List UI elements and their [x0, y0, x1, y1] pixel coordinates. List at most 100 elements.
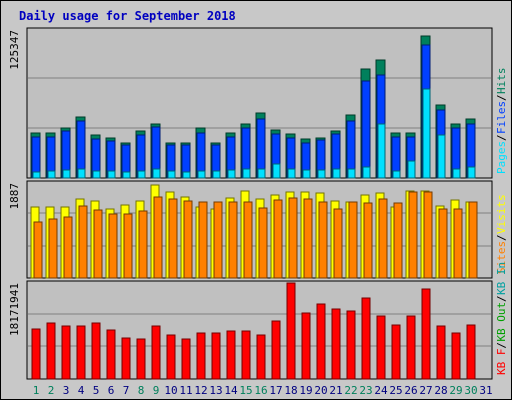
bar-sites-day-1 — [33, 221, 43, 279]
bar-kb-f-day-1 — [31, 328, 41, 380]
bar-sites-day-22 — [348, 201, 358, 279]
bar-kb-f-day-19 — [301, 312, 311, 380]
bar-kb-f-day-24 — [376, 315, 386, 380]
bar-kb-f-day-26 — [406, 315, 416, 380]
day-label-5: 5 — [93, 384, 100, 397]
bar-kb-f-day-8 — [136, 338, 146, 380]
bar-sites-day-23 — [363, 202, 373, 279]
bar-files-day-23 — [361, 80, 371, 179]
day-label-25: 25 — [389, 384, 402, 397]
day-label-15: 15 — [239, 384, 252, 397]
bar-pages-day-19 — [302, 169, 311, 179]
bar-pages-day-8 — [137, 170, 146, 179]
bar-sites-day-20 — [318, 201, 328, 279]
day-label-26: 26 — [404, 384, 417, 397]
bar-pages-day-5 — [92, 170, 101, 179]
bar-kb-f-day-23 — [361, 297, 371, 380]
day-label-18: 18 — [284, 384, 297, 397]
y-tick-label-bottom: 18171941 — [8, 283, 21, 336]
bar-kb-f-day-15 — [241, 330, 251, 380]
bar-sites-day-2 — [48, 218, 58, 279]
legend-separator: / — [495, 94, 508, 101]
bar-kb-f-day-9 — [151, 325, 161, 380]
bar-kb-f-day-7 — [121, 337, 131, 380]
bar-kb-f-day-21 — [331, 308, 341, 380]
legend-files: Files — [495, 101, 508, 134]
bar-sites-day-24 — [378, 198, 388, 279]
day-label-17: 17 — [269, 384, 282, 397]
bar-kb-f-day-6 — [106, 329, 116, 380]
chart-title: Daily usage for September 2018 — [19, 9, 236, 23]
bar-pages-day-12 — [197, 170, 206, 179]
bar-sites-day-7 — [123, 213, 133, 279]
day-label-28: 28 — [434, 384, 447, 397]
day-label-1: 1 — [33, 384, 40, 397]
bar-sites-day-29 — [453, 208, 463, 279]
day-label-24: 24 — [374, 384, 388, 397]
day-label-27: 27 — [419, 384, 432, 397]
day-label-14: 14 — [224, 384, 238, 397]
bar-pages-day-30 — [467, 166, 476, 179]
bar-pages-day-6 — [107, 170, 116, 179]
bar-sites-day-6 — [108, 213, 118, 279]
bar-kb-f-day-17 — [271, 320, 281, 380]
bar-kb-f-day-2 — [46, 322, 56, 380]
day-label-16: 16 — [254, 384, 267, 397]
bar-pages-day-21 — [332, 168, 341, 179]
day-label-6: 6 — [108, 384, 115, 397]
bar-sites-day-28 — [438, 208, 448, 279]
bar-sites-day-12 — [198, 201, 208, 279]
bar-pages-day-15 — [242, 168, 251, 179]
bar-sites-day-4 — [78, 205, 88, 279]
legend-kb-in: KB In — [495, 262, 508, 295]
legend-visits: Visits — [495, 194, 508, 234]
bar-pages-day-28 — [437, 134, 446, 179]
bar-kb-f-day-22 — [346, 310, 356, 380]
bar-sites-day-19 — [303, 198, 313, 279]
bar-kb-f-day-11 — [181, 338, 191, 380]
bar-pages-day-16 — [257, 168, 266, 179]
bar-pages-day-23 — [362, 166, 371, 179]
bar-sites-day-14 — [228, 201, 238, 279]
bar-pages-day-9 — [152, 168, 161, 179]
bar-kb-f-day-4 — [76, 325, 86, 380]
bar-kb-f-day-5 — [91, 322, 101, 380]
bar-kb-f-day-13 — [211, 332, 221, 380]
bar-sites-day-11 — [183, 200, 193, 279]
legend-separator: / — [495, 342, 508, 349]
legend-separator: / — [495, 234, 508, 241]
bar-kb-f-day-29 — [451, 332, 461, 380]
bar-pages-day-7 — [122, 171, 131, 179]
bar-pages-day-22 — [347, 168, 356, 179]
day-label-20: 20 — [314, 384, 327, 397]
bar-kb-f-day-20 — [316, 303, 326, 380]
bar-pages-day-18 — [287, 168, 296, 179]
bar-pages-day-11 — [182, 171, 191, 179]
bar-sites-day-16 — [258, 207, 268, 279]
day-label-30: 30 — [464, 384, 477, 397]
bar-pages-day-24 — [377, 123, 386, 179]
bar-kb-f-day-27 — [421, 288, 431, 380]
legend-hits: Hits — [495, 68, 508, 95]
bar-pages-day-25 — [392, 170, 401, 179]
legend-separator: / — [495, 295, 508, 302]
day-label-13: 13 — [209, 384, 222, 397]
legend-separator: / — [495, 134, 508, 141]
bar-kb-f-day-30 — [466, 324, 476, 380]
bar-sites-day-8 — [138, 210, 148, 279]
bar-sites-day-5 — [93, 209, 103, 279]
bar-sites-day-15 — [243, 201, 253, 279]
bar-sites-day-13 — [213, 201, 223, 279]
day-label-11: 11 — [179, 384, 192, 397]
bar-sites-day-26 — [408, 191, 418, 279]
day-label-29: 29 — [449, 384, 462, 397]
bar-pages-day-10 — [167, 170, 176, 179]
bar-sites-day-21 — [333, 208, 343, 279]
bar-pages-day-27 — [422, 88, 431, 179]
day-label-10: 10 — [164, 384, 177, 397]
bar-kb-f-day-10 — [166, 334, 176, 380]
legend-sites: Sites — [495, 241, 508, 274]
bar-kb-f-day-14 — [226, 330, 236, 380]
day-label-19: 19 — [299, 384, 312, 397]
